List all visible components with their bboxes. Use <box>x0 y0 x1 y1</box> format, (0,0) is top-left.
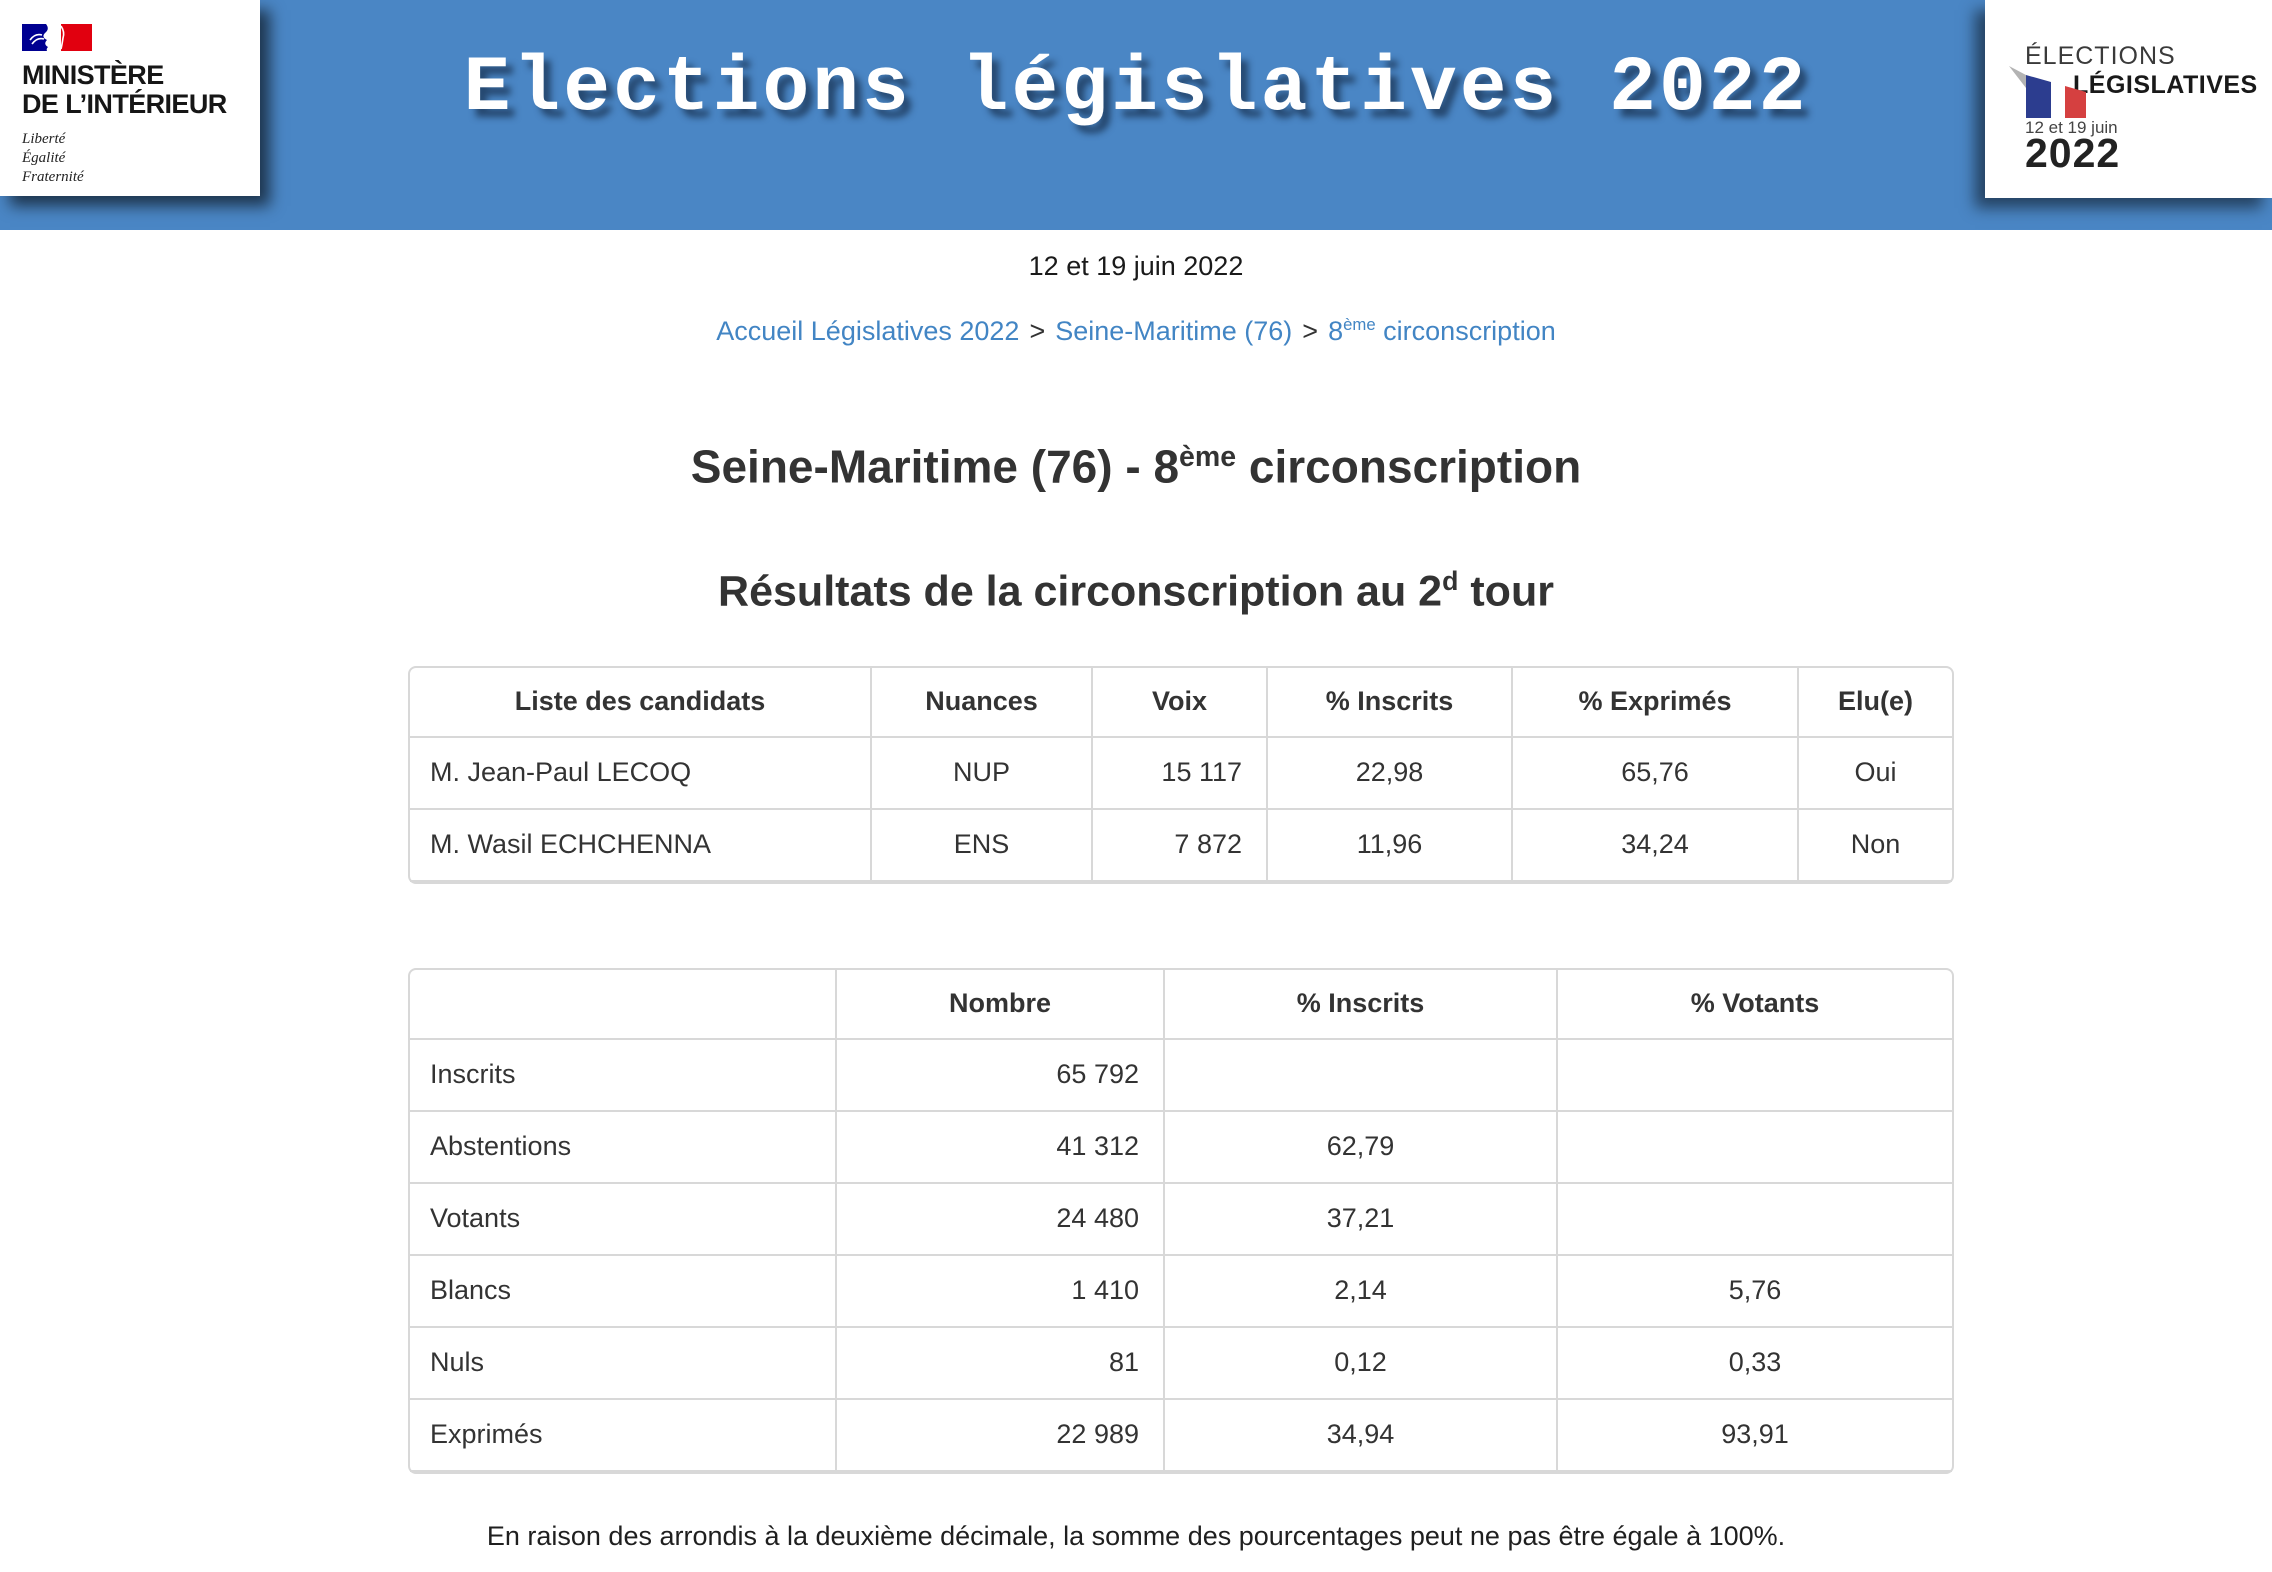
candidate-nuance-cell: NUP <box>872 737 1093 810</box>
col-header-pct-exprimes: % Exprimés <box>1513 667 1799 738</box>
breadcrumb-link-department[interactable]: Seine-Maritime (76) <box>1055 316 1293 346</box>
participation-header-row: Nombre % Inscrits % Votants <box>410 969 1952 1040</box>
participation-pct-votants-cell: 0,33 <box>1558 1328 1952 1400</box>
page-title-sup: ème <box>1179 441 1237 473</box>
section-title-sup: d <box>1442 566 1459 597</box>
candidate-pct-exprimes-cell: 65,76 <box>1513 737 1799 810</box>
participation-label-cell: Blancs <box>410 1255 837 1328</box>
col-header-pct-inscrits: % Inscrits <box>1268 667 1513 738</box>
elections-logo-line1: ÉLECTIONS <box>2025 42 2176 70</box>
participation-nombre-cell: 81 <box>837 1327 1165 1400</box>
candidate-voix-cell: 15 117 <box>1093 737 1268 810</box>
breadcrumb-circo-number: 8 <box>1328 316 1344 346</box>
col-header-nuances: Nuances <box>872 667 1093 738</box>
elections-logo-year: 2022 <box>2025 130 2121 176</box>
participation-row: Exprimés 22 989 34,94 93,91 <box>410 1399 1952 1472</box>
ministry-logo: MINISTÈRE DE L’INTÉRIEUR Liberté Égalité… <box>0 0 260 196</box>
col-header-nombre: Nombre <box>837 969 1165 1040</box>
participation-nombre-cell: 24 480 <box>837 1183 1165 1256</box>
candidate-row: M. Wasil ECHCHENNA ENS 7 872 11,96 34,24… <box>410 809 1952 882</box>
motto-fraternite: Fraternité <box>22 169 84 185</box>
rounding-footnote: En raison des arrondis à la deuxième déc… <box>486 1520 1786 1551</box>
participation-pct-inscrits-cell <box>1165 1039 1558 1112</box>
participation-row: Nuls 81 0,12 0,33 <box>410 1327 1952 1400</box>
page-title-suffix: circonscription <box>1236 440 1582 493</box>
elections-2022-logo: ÉLECTIONS LÉGISLATIVES 12 et 19 juin 202… <box>1985 0 2272 198</box>
col-header-elu: Elu(e) <box>1799 668 1952 738</box>
section-title: Résultats de la circonscription au 2d to… <box>0 557 2272 615</box>
breadcrumb-separator: > <box>1302 316 1319 346</box>
candidate-nuance-cell: ENS <box>872 809 1093 882</box>
candidate-elu-cell: Non <box>1799 810 1952 882</box>
participation-pct-inscrits-cell: 62,79 <box>1165 1111 1558 1184</box>
candidate-voix-cell: 7 872 <box>1093 809 1268 882</box>
candidates-results-table: Liste des candidats Nuances Voix % Inscr… <box>408 665 1954 884</box>
participation-table: Nombre % Inscrits % Votants Inscrits 65 … <box>408 967 1954 1474</box>
col-header-liste: Liste des candidats <box>410 667 872 738</box>
participation-nombre-cell: 1 410 <box>837 1255 1165 1328</box>
elections-logo-dates: 12 et 19 juin <box>2025 118 2118 137</box>
participation-pct-inscrits-cell: 37,21 <box>1165 1183 1558 1256</box>
page-title-prefix: Seine-Maritime (76) - 8 <box>690 440 1180 493</box>
candidates-header-row: Liste des candidats Nuances Voix % Inscr… <box>410 667 1952 738</box>
participation-nombre-cell: 22 989 <box>837 1399 1165 1472</box>
motto-egalite: Égalité <box>22 150 66 166</box>
candidate-elu-cell: Oui <box>1799 738 1952 810</box>
breadcrumb-link-circonscription[interactable]: 8ème circonscription <box>1328 315 1556 346</box>
top-banner: Elections législatives 2022 MINISTÈRE DE… <box>0 0 2272 230</box>
main-content: 12 et 19 juin 2022 Accueil Législatives … <box>0 250 2272 1552</box>
participation-label-cell: Exprimés <box>410 1399 837 1472</box>
participation-label-cell: Abstentions <box>410 1111 837 1184</box>
election-dates-line: 12 et 19 juin 2022 <box>1028 251 1244 281</box>
participation-pct-votants-cell <box>1558 1184 1952 1256</box>
participation-nombre-cell: 65 792 <box>837 1039 1165 1112</box>
candidate-name-cell: M. Jean-Paul LECOQ <box>410 737 872 810</box>
participation-label-cell: Nuls <box>410 1327 837 1400</box>
participation-pct-votants-cell <box>1558 1112 1952 1184</box>
breadcrumb-circo-rest: circonscription <box>1375 316 1556 346</box>
candidate-pct-exprimes-cell: 34,24 <box>1513 809 1799 882</box>
participation-row: Votants 24 480 37,21 <box>410 1183 1952 1256</box>
ministry-name-line2: DE L’INTÉRIEUR <box>22 89 227 119</box>
participation-pct-inscrits-cell: 34,94 <box>1165 1399 1558 1472</box>
section-title-suffix: tour <box>1458 567 1554 616</box>
ministry-motto: Liberté Égalité Fraternité <box>22 130 260 187</box>
breadcrumb-circo-sup: ème <box>1343 315 1376 334</box>
candidate-pct-inscrits-cell: 11,96 <box>1268 809 1513 882</box>
participation-label-cell: Inscrits <box>410 1039 837 1112</box>
participation-nombre-cell: 41 312 <box>837 1111 1165 1184</box>
participation-row: Inscrits 65 792 <box>410 1039 1952 1112</box>
breadcrumb-link-home[interactable]: Accueil Législatives 2022 <box>716 316 1020 346</box>
tricolor-flag-icon <box>2009 66 2086 118</box>
candidate-name-cell: M. Wasil ECHCHENNA <box>410 809 872 882</box>
participation-row: Blancs 1 410 2,14 5,76 <box>410 1255 1952 1328</box>
french-flag-icon <box>22 24 92 51</box>
participation-pct-votants-cell: 93,91 <box>1558 1400 1952 1472</box>
participation-pct-inscrits-cell: 0,12 <box>1165 1327 1558 1400</box>
banner-title: Elections législatives 2022 <box>463 45 1809 133</box>
ministry-name: MINISTÈRE DE L’INTÉRIEUR <box>22 61 260 119</box>
participation-label-cell: Votants <box>410 1183 837 1256</box>
participation-pct-votants-cell <box>1558 1040 1952 1112</box>
motto-liberte: Liberté <box>22 131 66 147</box>
col-header-pct-votants: % Votants <box>1558 970 1952 1040</box>
participation-pct-votants-cell: 5,76 <box>1558 1256 1952 1328</box>
breadcrumb: Accueil Législatives 2022 > Seine-Maritime… <box>0 308 2272 348</box>
section-title-prefix: Résultats de la circonscription au 2 <box>718 567 1443 616</box>
elections-logo-line2: LÉGISLATIVES <box>2073 71 2258 99</box>
ministry-name-line1: MINISTÈRE <box>22 60 164 90</box>
col-header-pct-inscrits2: % Inscrits <box>1165 969 1558 1040</box>
participation-row: Abstentions 41 312 62,79 <box>410 1111 1952 1184</box>
page-title: Seine-Maritime (76) - 8ème circonscripti… <box>0 432 2272 491</box>
col-header-empty <box>410 969 837 1040</box>
breadcrumb-separator: > <box>1029 316 1046 346</box>
candidate-row: M. Jean-Paul LECOQ NUP 15 117 22,98 65,7… <box>410 737 1952 810</box>
col-header-voix: Voix <box>1093 667 1268 738</box>
candidate-pct-inscrits-cell: 22,98 <box>1268 737 1513 810</box>
participation-pct-inscrits-cell: 2,14 <box>1165 1255 1558 1328</box>
